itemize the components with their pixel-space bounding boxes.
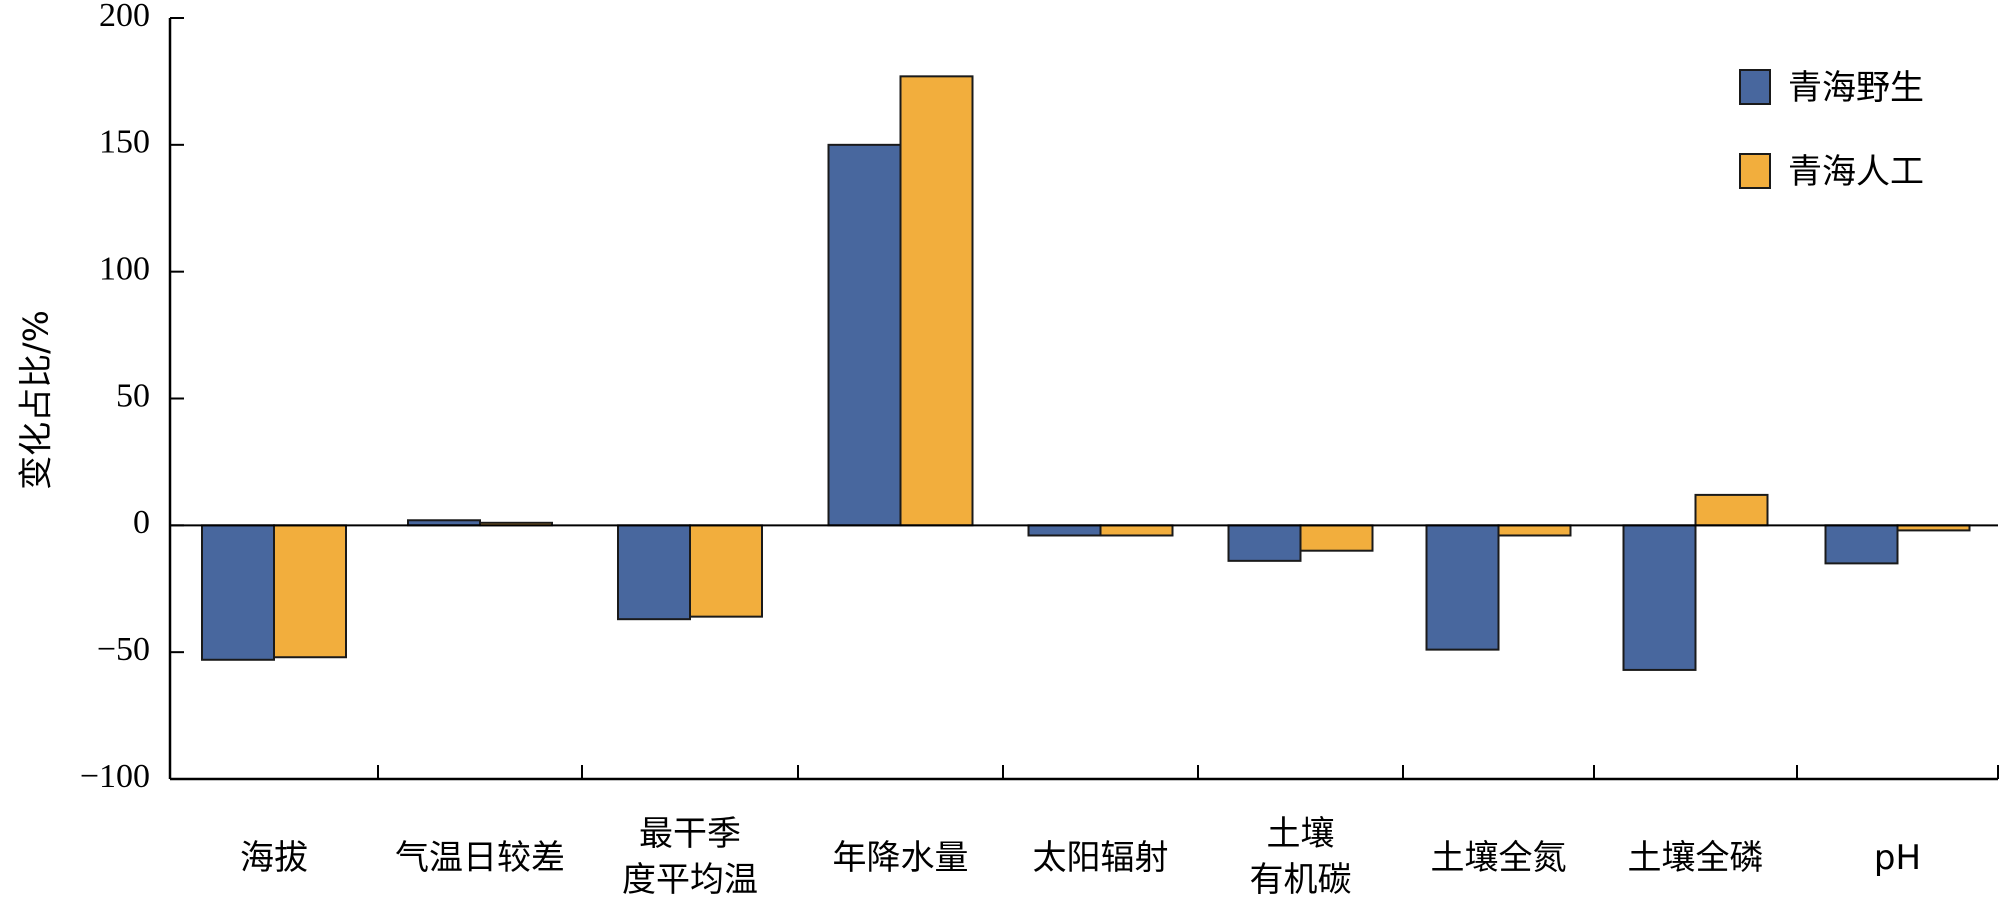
legend-swatch-wild: [1739, 69, 1771, 105]
bar-wild-3: [827, 143, 902, 527]
category-label-2: 最干季度平均温: [622, 814, 758, 900]
y-tick-label: 150: [99, 124, 150, 161]
bar-wild-2: [617, 524, 691, 621]
bar-wild-6: [1425, 524, 1500, 651]
legend-swatch-cultivated: [1739, 153, 1771, 189]
category-label-0: 海拔: [240, 838, 308, 878]
category-label-1: 气温日较差: [395, 838, 565, 878]
bar-cultivated-6: [1497, 524, 1572, 537]
legend: 青海野生 青海人工: [1739, 68, 1924, 192]
category-label-7: 土壤全磷: [1628, 838, 1764, 878]
y-axis-title: 变化占比/%: [17, 310, 57, 490]
category-label-3: 年降水量: [833, 838, 969, 878]
bar-wild-7: [1622, 524, 1697, 671]
y-tick-label: −50: [97, 631, 150, 668]
bar-cultivated-4: [1099, 524, 1174, 537]
legend-label-cultivated: 青海人工: [1788, 152, 1924, 192]
y-tick-label: 0: [133, 504, 150, 541]
axes-layer: [168, 18, 1999, 781]
category-label-8: pH: [1874, 838, 1921, 878]
y-tick-label: 50: [116, 377, 150, 414]
bar-cultivated-5: [1299, 524, 1374, 552]
category-label-4: 太阳辐射: [1033, 838, 1169, 878]
category-labels: 海拔 气温日较差 最干季度平均温 年降水量 太阳辐射 土壤有机碳 土壤全氮 土壤全磷 pH: [240, 814, 1921, 900]
bar-cultivated-3: [899, 75, 974, 527]
category-label-6: 土壤全氮: [1431, 838, 1567, 878]
bars-layer: [201, 75, 1971, 671]
bar-cultivated-2: [689, 524, 763, 618]
bar-wild-5: [1227, 524, 1302, 562]
y-tick-label: 100: [99, 250, 150, 287]
y-tick-labels: 200 150 100 50 0 −50 −100: [80, 0, 184, 795]
bar-wild-8: [1824, 524, 1899, 565]
bar-cultivated-7: [1694, 493, 1769, 527]
bar-wild-0: [201, 524, 275, 661]
bar-cultivated-0: [273, 524, 347, 659]
legend-label-wild: 青海野生: [1788, 68, 1924, 108]
y-tick-label: 200: [99, 0, 150, 34]
bar-wild-4: [1027, 524, 1102, 537]
y-tick-label: −100: [80, 758, 150, 795]
category-label-5: 土壤有机碳: [1250, 814, 1352, 900]
